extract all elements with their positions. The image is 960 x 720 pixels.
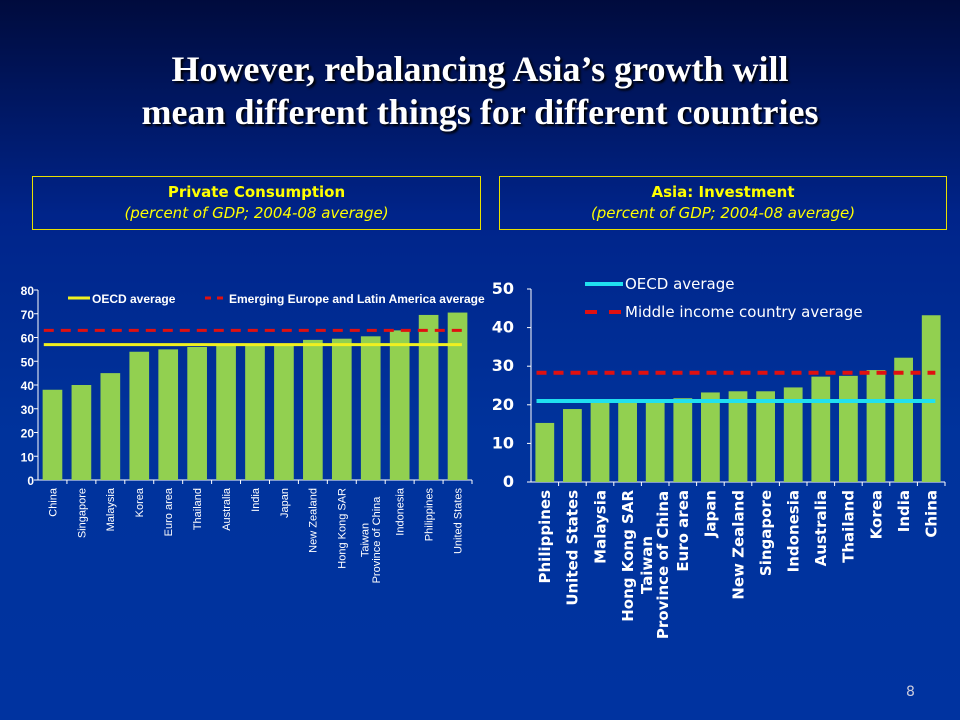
x-tick-label: Indonesia (784, 490, 802, 572)
y-tick-label: 40 (21, 379, 35, 393)
x-tick-label: Australia (812, 490, 830, 566)
y-tick-label: 20 (492, 395, 514, 414)
bar (245, 344, 265, 480)
x-tick-label: New Zealand (729, 490, 747, 600)
bar (921, 315, 941, 482)
bar (839, 375, 858, 482)
bar (535, 422, 555, 482)
bar (274, 344, 294, 480)
x-tick-label: Malaysia (105, 487, 117, 531)
right-chart-title: Asia: Investment (651, 183, 795, 201)
bar (866, 370, 886, 482)
bar (701, 392, 720, 482)
x-tick-label: Indonesia (395, 487, 407, 536)
x-tick-label: Singapore (757, 490, 775, 576)
bar (728, 391, 748, 482)
left-chart-subtitle: (percent of GDP; 2004-08 average) (124, 204, 389, 222)
x-tick-label: Japan (279, 488, 291, 518)
bar (331, 338, 352, 480)
y-tick-label: 20 (21, 427, 35, 441)
bar (360, 336, 381, 480)
bar (756, 391, 775, 482)
x-tick-label: Hong Kong SAR (337, 488, 349, 569)
x-tick-label: India (895, 490, 913, 532)
legend-label: OECD average (625, 275, 734, 293)
x-tick-label: Malaysia (591, 490, 609, 564)
y-tick-label: 50 (492, 279, 514, 298)
slide-title: However, rebalancing Asia’s growth will … (0, 48, 960, 134)
y-tick-label: 60 (21, 332, 35, 346)
y-tick-label: 80 (21, 284, 35, 298)
title-line-2: mean different things for different coun… (141, 92, 819, 132)
x-tick-label: Japan (702, 490, 720, 538)
x-tick-label: TaiwanProvince of China (638, 491, 672, 639)
x-tick-label: Thailand (840, 490, 858, 563)
y-tick-label: 40 (492, 318, 514, 337)
right-chart-header: Asia: Investment (percent of GDP; 2004-0… (499, 176, 947, 230)
y-tick-label: 30 (21, 403, 35, 417)
bar (129, 351, 150, 480)
x-tick-label: Australia (221, 487, 233, 531)
right-chart-subtitle: (percent of GDP; 2004-08 average) (590, 204, 856, 222)
bar (216, 344, 236, 480)
bar (303, 339, 323, 480)
left-chart-title: Private Consumption (167, 183, 346, 201)
title-line-1: However, rebalancing Asia’s growth will (171, 49, 789, 89)
x-tick-label: United States (452, 488, 464, 555)
x-tick-label: China (47, 487, 59, 517)
bar (673, 398, 693, 482)
left-chart-header: Private Consumption (percent of GDP; 200… (32, 176, 481, 230)
y-tick-label: 70 (21, 308, 35, 322)
bar (187, 347, 207, 480)
legend-label: Middle income country average (625, 303, 863, 321)
x-tick-label: Euro area (674, 490, 692, 572)
x-tick-label: China (922, 490, 940, 538)
x-tick-label: United States (564, 490, 582, 606)
y-tick-label: 10 (21, 450, 35, 464)
y-tick-label: 50 (21, 355, 35, 369)
bar (811, 376, 831, 482)
x-tick-label: Philippines (536, 490, 554, 584)
y-tick-label: 30 (492, 356, 514, 375)
y-tick-label: 0 (503, 472, 514, 491)
bar (71, 385, 92, 480)
bar (563, 409, 582, 482)
x-tick-label: TaiwanProvince of China (360, 496, 384, 584)
legend-label: OECD average (92, 292, 176, 306)
x-tick-label: Korea (134, 487, 146, 517)
x-tick-label: Thailand (192, 488, 204, 530)
bar (783, 387, 803, 482)
bar (447, 312, 468, 480)
page-number: 8 (906, 684, 915, 700)
bar (618, 400, 637, 482)
bar (158, 349, 179, 480)
bar (590, 400, 610, 482)
bar (389, 330, 410, 480)
x-tick-label: Hong Kong SAR (619, 490, 637, 622)
x-tick-label: India (250, 487, 262, 512)
bar (100, 373, 121, 480)
y-tick-label: 0 (27, 474, 34, 488)
bar (645, 400, 665, 482)
x-tick-label: New Zealand (308, 488, 320, 553)
x-tick-label: Korea (867, 490, 885, 539)
bar (42, 389, 63, 480)
x-tick-label: Singapore (76, 488, 88, 538)
y-tick-label: 10 (492, 433, 514, 452)
legend-label: Emerging Europe and Latin America averag… (229, 292, 485, 306)
bar (418, 314, 439, 480)
x-tick-label: Philippines (423, 488, 435, 542)
bar (894, 357, 913, 482)
x-tick-label: Euro area (163, 487, 175, 536)
